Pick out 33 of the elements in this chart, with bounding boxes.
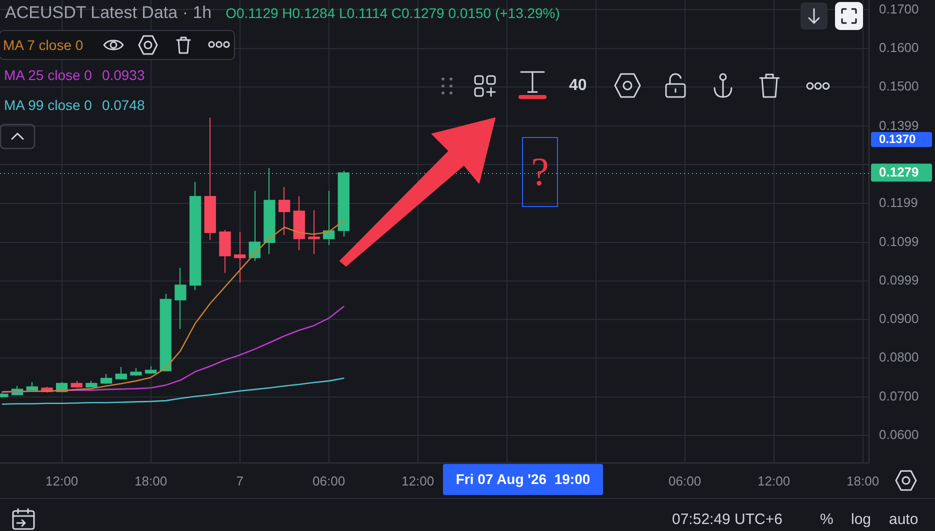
x-tick-label: 7 — [236, 473, 244, 488]
annotation: 0.0748 — [102, 97, 145, 113]
y-tick-label: 0.1500 — [879, 78, 919, 94]
y-tick-label: 0.1700 — [879, 1, 919, 16]
x-tick-label: 06:00 — [668, 473, 702, 488]
text: MA 99 close 0 — [3, 97, 92, 113]
annotation: 0.0933 — [102, 67, 145, 83]
y-tick-label: 0.1199 — [879, 195, 918, 210]
text: % — [820, 511, 834, 529]
legend-row-panel: MA 7 close 0 — [0, 30, 235, 60]
y-tick-label: 0.0800 — [879, 350, 919, 365]
text: log — [851, 511, 872, 529]
chart-subtitle: O0.1129 H0.1284 L0.1114 C0.1279 0.0150 (+13.29%) — [226, 5, 560, 21]
x-tick-label: 06:00 — [312, 473, 346, 488]
y-tick-label: 0.1600 — [879, 40, 919, 55]
x-tick-label: 18:00 — [846, 473, 880, 488]
y-tick-label: 0.0999 — [879, 272, 919, 288]
text: auto — [889, 511, 918, 529]
x-tick-label: 12:00 — [46, 473, 78, 488]
x-tick-label: 12:00 — [402, 473, 434, 488]
y-tick-label: 0.1399 — [879, 118, 919, 133]
y-tick-label: 0.0600 — [879, 427, 919, 442]
annotation: 40 — [569, 77, 587, 95]
x-tick-label: 12:00 — [758, 473, 790, 488]
text: 07:52:49 UTC+6 — [672, 511, 782, 529]
chart-title: ACEUSDT Latest Data · 1h — [5, 3, 212, 23]
y-tick-label: 0.0900 — [879, 310, 919, 326]
ref-line-label: 0.1279 — [879, 164, 919, 180]
x-tick-label: 18:00 — [134, 473, 168, 488]
candlestick — [308, 210, 320, 254]
y-tick-label: 0.1099 — [879, 234, 919, 249]
y-tick-label: 0.0700 — [879, 388, 919, 404]
text: MA 25 close 0 — [3, 67, 92, 83]
